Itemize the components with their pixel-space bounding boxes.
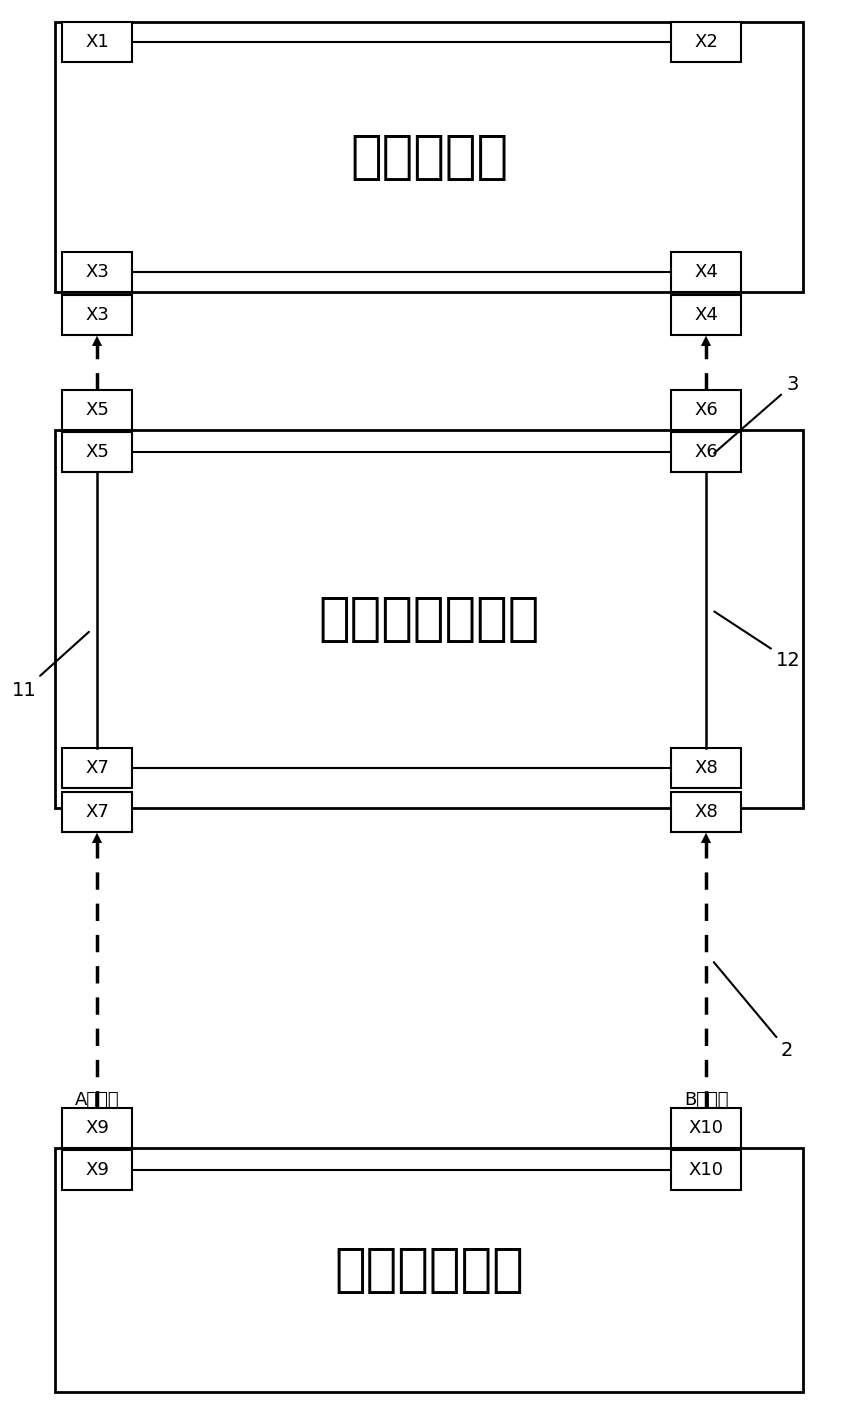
Text: X4: X4 — [694, 263, 718, 281]
Text: X5: X5 — [85, 443, 109, 461]
Text: X8: X8 — [694, 758, 718, 777]
Bar — [62, 1107, 132, 1148]
Text: 太阳电池片组: 太阳电池片组 — [334, 1244, 524, 1296]
Bar — [671, 1107, 741, 1148]
Bar — [62, 390, 132, 431]
Bar — [671, 749, 741, 788]
Bar — [55, 1148, 803, 1392]
Text: X8: X8 — [694, 803, 718, 822]
Text: X2: X2 — [694, 32, 718, 51]
Bar — [62, 23, 132, 62]
Text: X1: X1 — [85, 32, 109, 51]
Bar — [62, 792, 132, 832]
Text: X5: X5 — [85, 401, 109, 419]
Text: 电源控制器: 电源控制器 — [350, 131, 508, 183]
Text: X7: X7 — [85, 758, 109, 777]
Bar — [62, 252, 132, 293]
Bar — [62, 1150, 132, 1190]
Text: X6: X6 — [694, 401, 718, 419]
Bar — [671, 295, 741, 335]
Bar — [671, 252, 741, 293]
Bar — [671, 792, 741, 832]
Text: 2: 2 — [714, 962, 794, 1059]
Bar — [62, 749, 132, 788]
Text: 12: 12 — [715, 612, 801, 670]
Text: X3: X3 — [85, 305, 109, 324]
Bar — [671, 390, 741, 431]
Bar — [55, 431, 803, 808]
Text: X6: X6 — [694, 443, 718, 461]
Text: 3: 3 — [714, 376, 799, 453]
Text: X9: X9 — [85, 1119, 109, 1137]
Bar — [671, 1150, 741, 1190]
Text: X10: X10 — [688, 1161, 723, 1179]
Text: B组供电: B组供电 — [684, 1090, 728, 1109]
Bar — [671, 432, 741, 471]
Text: X3: X3 — [85, 263, 109, 281]
Text: X10: X10 — [688, 1119, 723, 1137]
Text: 太阳阵驱动机构: 太阳阵驱动机构 — [318, 592, 540, 644]
Bar — [62, 295, 132, 335]
Text: A组供电: A组供电 — [75, 1090, 119, 1109]
Bar — [62, 432, 132, 471]
Text: X7: X7 — [85, 803, 109, 822]
Text: X9: X9 — [85, 1161, 109, 1179]
Bar — [671, 23, 741, 62]
Bar — [55, 23, 803, 293]
Text: X4: X4 — [694, 305, 718, 324]
Text: 11: 11 — [12, 632, 89, 699]
